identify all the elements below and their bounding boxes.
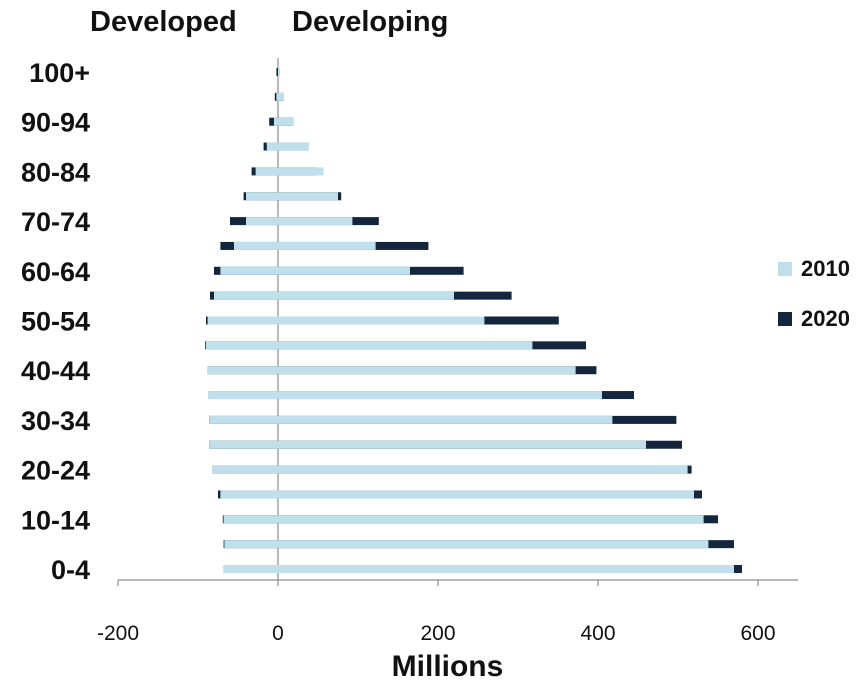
bar-2010-developing: [278, 291, 454, 300]
bar-2010-developing: [278, 565, 734, 573]
bar-2010-developing: [278, 415, 613, 424]
bar-2010-developing: [278, 68, 280, 76]
legend-swatch-2010: [778, 262, 792, 276]
bar-2010-developing: [278, 341, 533, 350]
legend-swatch-2020: [778, 312, 792, 326]
bar-2020-developed: [269, 117, 278, 126]
bar-2010-developed: [223, 565, 278, 573]
x-tick-label: 400: [580, 622, 615, 645]
y-tick-label: 40-44: [21, 356, 90, 386]
legend-label-2020: 2020: [801, 306, 850, 331]
x-axis-title: Millions: [391, 650, 504, 683]
bar-2010-developed: [209, 440, 278, 449]
bar-2020-developed: [276, 68, 278, 76]
bar-2010-developing: [278, 515, 704, 524]
bar-2010-developed: [207, 316, 278, 325]
legend: 2010 2020: [778, 252, 850, 352]
bar-2010-developing: [278, 167, 324, 176]
bar-2010-developed: [220, 266, 278, 275]
bar-2010-developed: [266, 142, 278, 151]
bar-2010-developed: [246, 217, 278, 226]
bar-2010-developed: [223, 515, 278, 524]
developed-label: Developed: [90, 6, 237, 38]
bar-2010-developing: [278, 266, 410, 275]
bar-2010-developing: [278, 391, 602, 400]
developing-label: Developing: [292, 6, 449, 38]
bar-2010-developed: [214, 291, 278, 300]
bar-2010-developed: [208, 391, 278, 400]
y-tick-label: 0-4: [51, 555, 90, 585]
y-tick-label: 80-84: [21, 157, 90, 187]
bar-2010-developing: [278, 540, 709, 549]
bar-2010-developed: [220, 490, 278, 499]
x-tick-label: 0: [272, 622, 284, 645]
y-tick-label: 50-54: [21, 307, 90, 337]
y-tick-label: 70-74: [21, 207, 90, 237]
y-tick-label: 10-14: [21, 505, 90, 535]
bar-2010-developed: [274, 117, 278, 126]
bar-2010-developing: [278, 241, 376, 250]
bar-2010-developing: [278, 217, 353, 226]
bar-2010-developed: [276, 92, 278, 101]
legend-item-2010: 2010: [778, 252, 850, 286]
bar-2010-developing: [278, 316, 485, 325]
bar-2010-developed: [224, 540, 278, 549]
bar-2010-developing: [278, 117, 294, 126]
bar-2010-developed: [206, 341, 278, 350]
y-tick-label: 100+: [29, 58, 90, 88]
y-tick-label: 20-24: [21, 456, 90, 486]
bar-2010-developed: [255, 167, 278, 176]
legend-label-2010: 2010: [801, 256, 850, 281]
bar-2010-developing: [278, 92, 284, 101]
bar-2010-developing: [278, 440, 646, 449]
y-tick-label: 90-94: [21, 108, 90, 138]
y-tick-label: 30-34: [21, 406, 90, 436]
bar-2010-developed: [209, 415, 278, 424]
x-tick-label: 600: [740, 622, 775, 645]
bar-2010-developed: [234, 241, 278, 250]
legend-item-2020: 2020: [778, 302, 850, 336]
x-tick-label: -200: [97, 622, 139, 645]
y-tick-label: 60-64: [21, 257, 90, 287]
bar-2010-developed: [207, 366, 278, 375]
bar-2010-developing: [278, 192, 338, 201]
bar-2010-developing: [278, 366, 576, 375]
bar-2010-developing: [278, 142, 309, 151]
bar-2010-developing: [278, 465, 688, 474]
bar-2010-developed: [212, 465, 278, 474]
x-tick-label: 200: [420, 622, 455, 645]
bar-2010-developing: [278, 490, 694, 499]
bar-2010-developed: [246, 192, 278, 201]
